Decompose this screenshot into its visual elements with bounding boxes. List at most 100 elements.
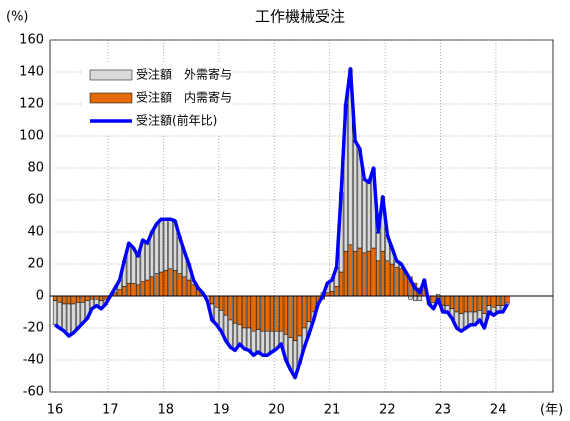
bar (505, 302, 510, 305)
y-tick-label: 120 (19, 97, 44, 112)
y-tick-label: -60 (23, 385, 44, 400)
legend-swatch (89, 69, 133, 81)
bar (163, 270, 168, 297)
bar (140, 281, 145, 297)
x-tick-label: 21 (324, 403, 341, 418)
bar (505, 295, 510, 303)
bar (256, 295, 261, 330)
x-tick-label: 19 (213, 403, 230, 418)
chart-title: 工作機械受注 (255, 8, 345, 26)
y-tick-label: 160 (19, 33, 44, 48)
bar (177, 273, 182, 297)
bar (380, 250, 385, 297)
bar (237, 295, 242, 326)
bar (417, 295, 422, 302)
bar (486, 295, 492, 306)
bar (85, 295, 90, 302)
bar (219, 295, 224, 311)
x-tick-label: 22 (379, 403, 396, 418)
bar (265, 295, 270, 332)
bar (283, 295, 288, 335)
y-tick-label: 60 (27, 193, 44, 208)
bar (256, 329, 261, 353)
bar (468, 295, 473, 313)
bar (343, 250, 348, 297)
bar (71, 303, 76, 334)
x-tick-label: 24 (490, 403, 507, 418)
bar (182, 276, 187, 297)
legend-label: 受注額(前年比) (136, 113, 217, 128)
bar (145, 242, 150, 281)
bar (413, 295, 418, 302)
bar (75, 295, 81, 303)
bar (362, 178, 367, 254)
bar (352, 140, 358, 252)
bar (348, 244, 353, 297)
bar (376, 231, 381, 262)
bar (126, 282, 131, 297)
bar (500, 295, 505, 306)
bar (279, 295, 284, 332)
bar (251, 295, 256, 332)
bar (371, 247, 376, 297)
y-tick-label: 0 (36, 289, 44, 304)
bar (269, 330, 275, 353)
bar (159, 218, 164, 273)
bar (269, 295, 275, 332)
x-tick-label: 20 (268, 403, 285, 418)
bar (237, 324, 242, 345)
bar (459, 295, 464, 314)
bar (339, 271, 344, 297)
bar (149, 276, 155, 297)
y-tick-label: 20 (27, 257, 44, 272)
bar (163, 218, 168, 271)
bar (191, 284, 196, 297)
bar (496, 295, 501, 306)
bar (154, 223, 159, 274)
bar (186, 279, 191, 297)
bar (209, 295, 215, 305)
bar (66, 295, 71, 305)
bar (288, 295, 293, 338)
x-tick-label: 16 (47, 403, 64, 418)
bar (329, 290, 335, 297)
bar (274, 295, 279, 332)
bar (302, 295, 307, 329)
bar (385, 260, 390, 297)
bar (99, 295, 104, 302)
bar (246, 327, 251, 351)
bar (62, 303, 67, 332)
legend-label: 受注額 外需寄与 (136, 67, 232, 82)
x-axis-label: (年) (540, 403, 563, 418)
y-tick-label: 80 (27, 161, 44, 176)
y-tick-label: 140 (19, 65, 44, 80)
y-tick-label: 100 (19, 129, 44, 144)
bar (463, 295, 468, 313)
bar (366, 250, 372, 297)
legend-label: 受注額 内需寄与 (136, 90, 232, 105)
y-tick-label: 40 (27, 225, 44, 240)
bar (57, 295, 62, 303)
bar (445, 295, 450, 306)
bar (246, 295, 251, 329)
bar (389, 263, 395, 297)
bar (168, 218, 173, 270)
bar (122, 286, 127, 297)
bar (394, 266, 399, 297)
bar (52, 300, 58, 326)
bar (117, 289, 122, 297)
bar (477, 295, 482, 311)
bar (482, 295, 487, 314)
bar (362, 252, 367, 297)
bar (279, 330, 284, 345)
bar (260, 295, 265, 332)
bar (154, 273, 159, 297)
bar (297, 295, 302, 337)
bar (449, 295, 455, 310)
bar (71, 295, 76, 305)
bar (159, 271, 164, 297)
plot-area (49, 39, 554, 393)
bar (265, 330, 270, 356)
bar (80, 295, 85, 303)
